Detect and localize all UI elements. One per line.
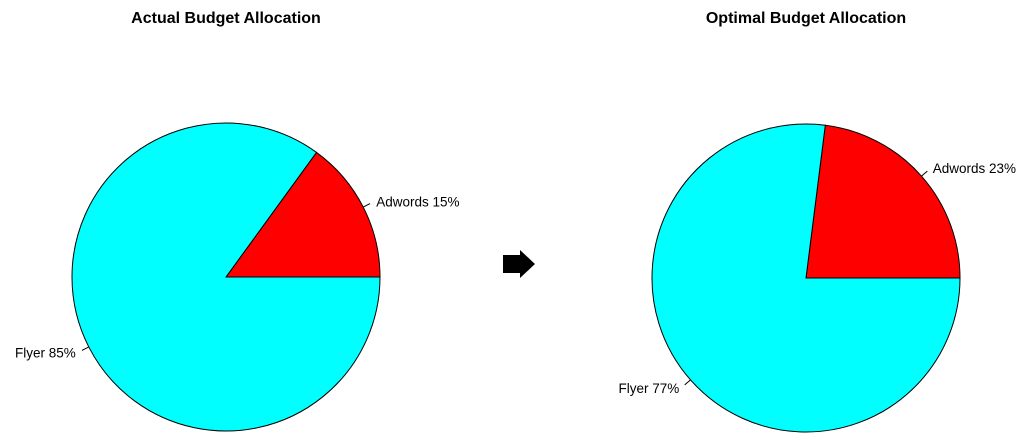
optimal-budget-pie: Optimal Budget Allocation Adwords 23% Fl…: [618, 10, 1016, 433]
pie-slice-adwords: [225, 151, 381, 278]
actual-budget-pie: Actual Budget Allocation Adwords 15% Fly…: [15, 10, 459, 432]
slice-label-flyer: Flyer 77%: [618, 381, 679, 396]
label-tick: [362, 203, 371, 208]
label-tick: [81, 346, 90, 351]
label-tick: [921, 170, 928, 177]
pie-slice-flyer: [651, 123, 961, 433]
pie-slice-adwords: [805, 124, 961, 279]
pie-title: Actual Budget Allocation: [131, 10, 321, 27]
label-tick: [684, 379, 691, 386]
pie-title: Optimal Budget Allocation: [706, 10, 906, 27]
slice-label-adwords: Adwords 23%: [933, 161, 1016, 176]
pie-slice-flyer: [71, 122, 381, 432]
slice-label-adwords: Adwords 15%: [376, 194, 459, 209]
slice-label-flyer: Flyer 85%: [15, 346, 76, 361]
right-arrow-icon: [503, 250, 535, 278]
